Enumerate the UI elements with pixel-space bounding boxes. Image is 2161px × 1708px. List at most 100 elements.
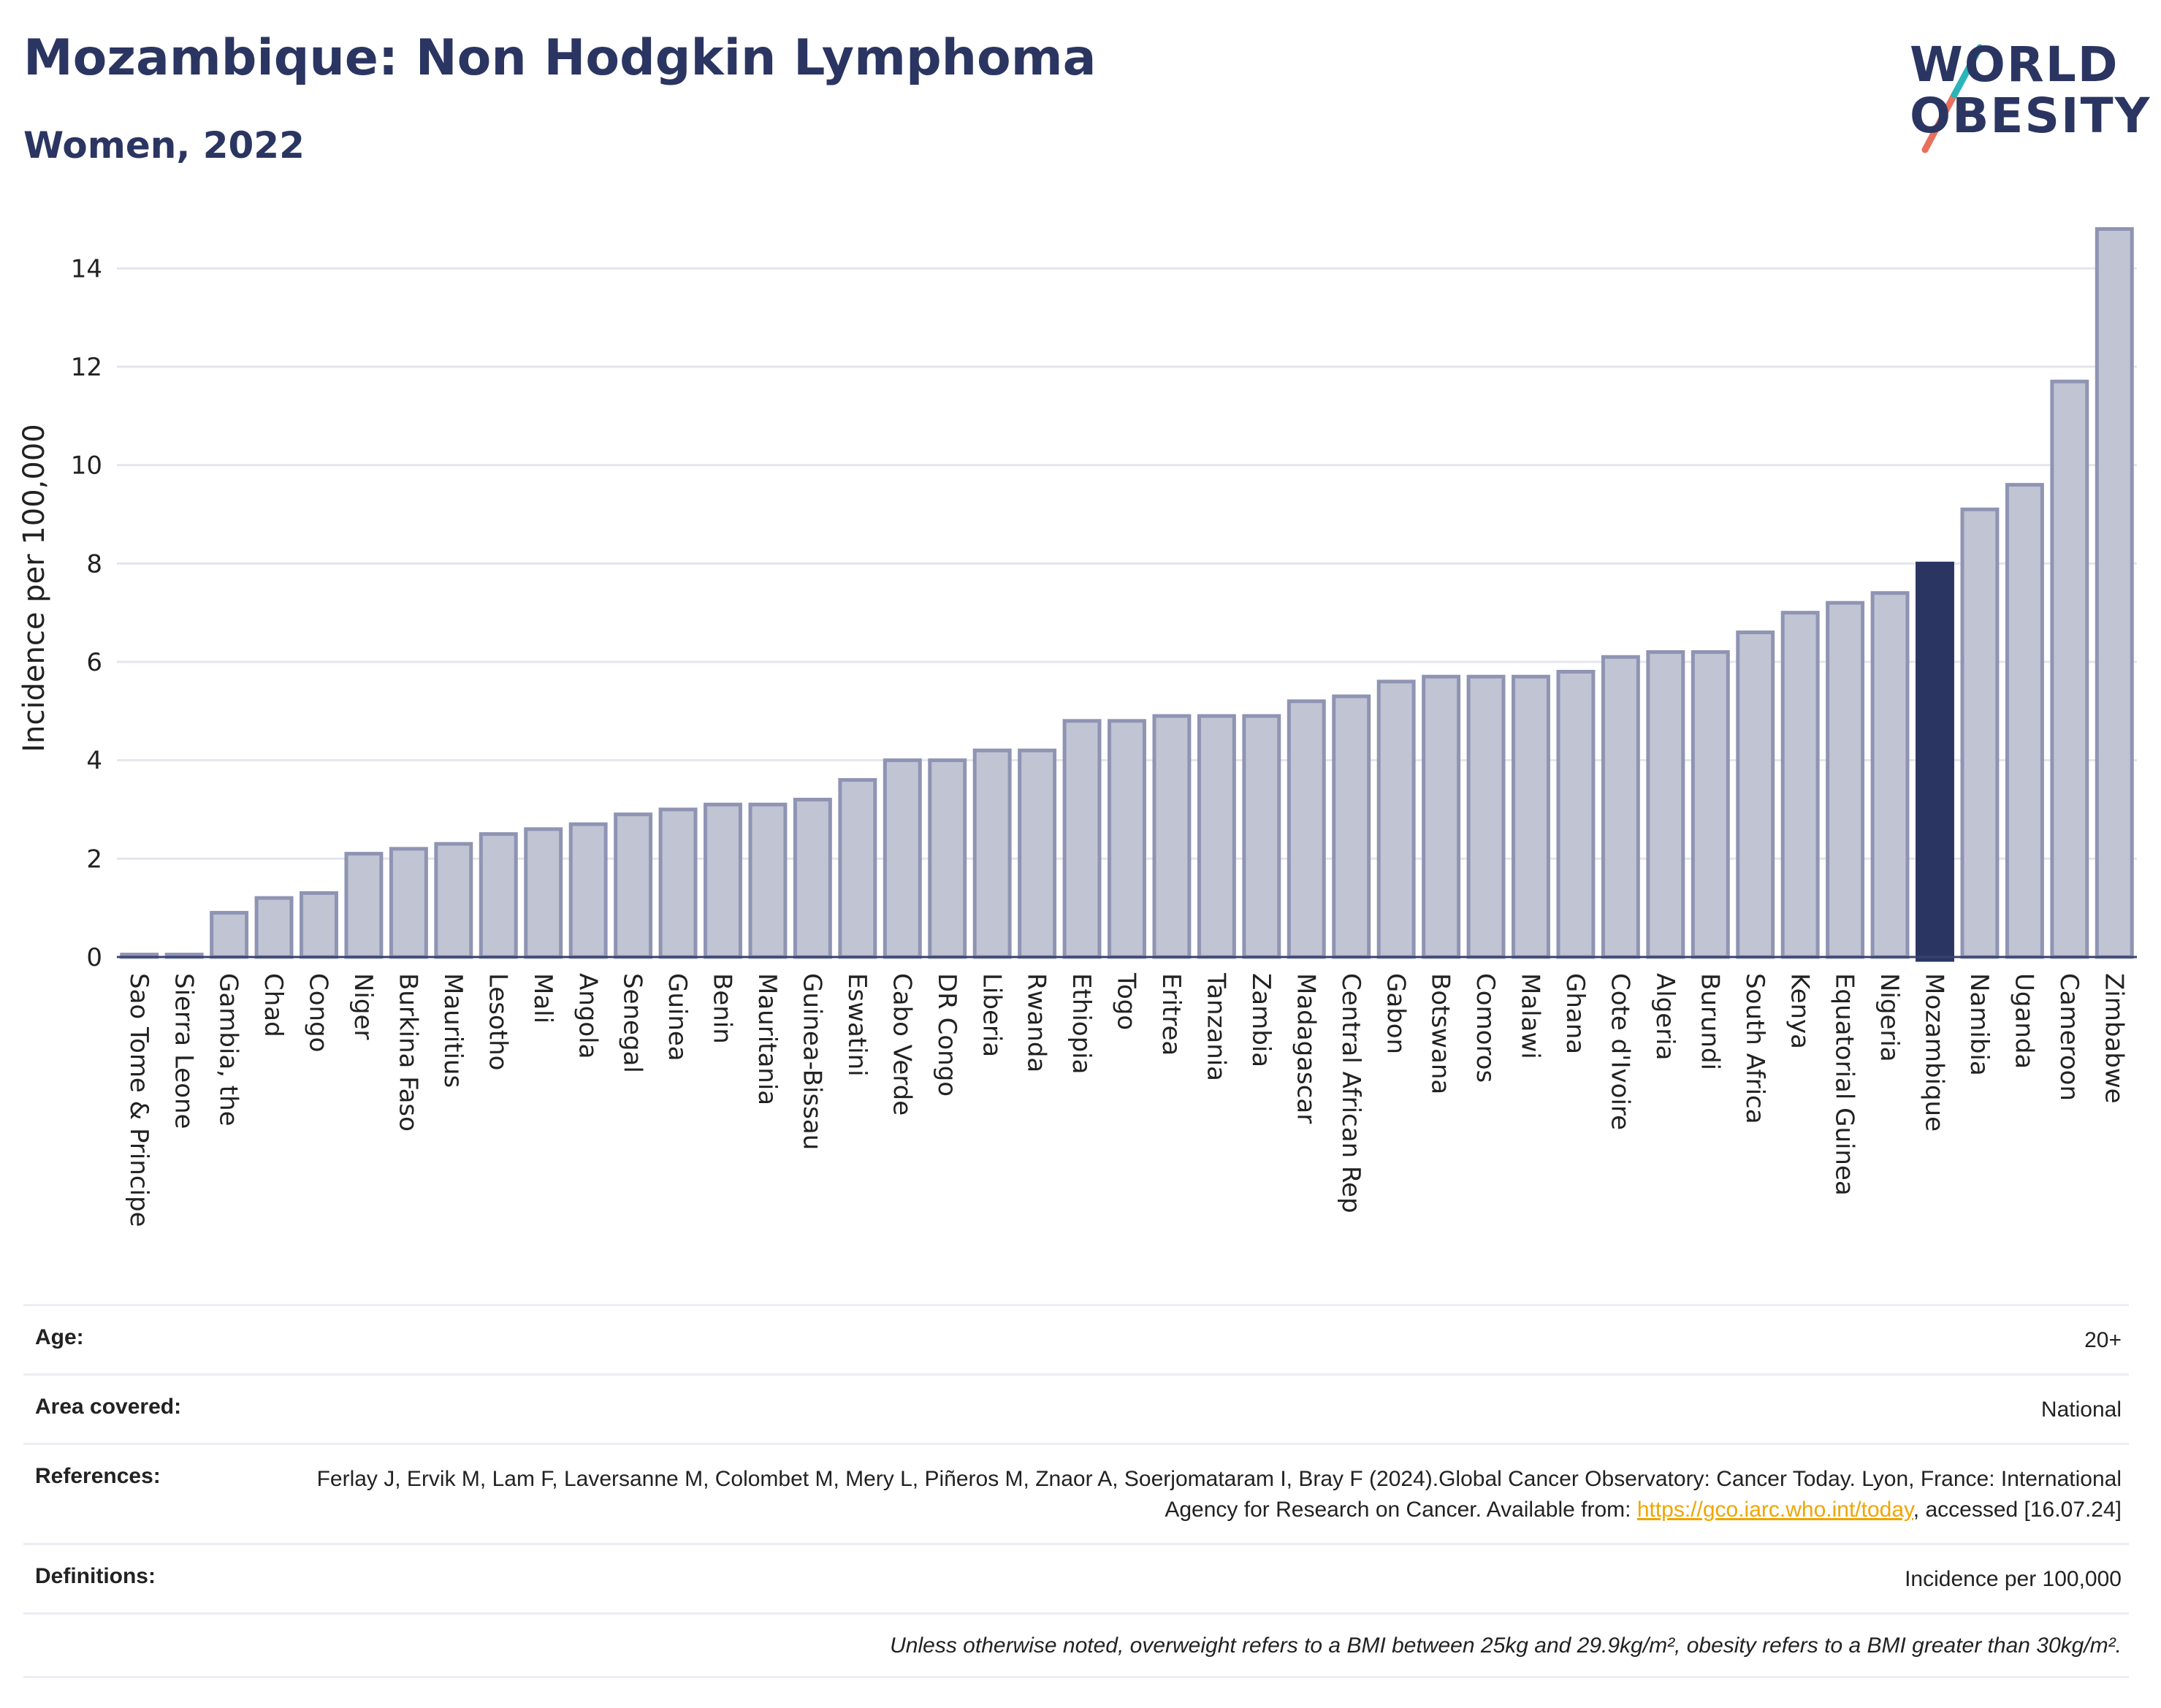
- bar-gambia-the: [210, 910, 249, 959]
- bar-lesotho: [479, 832, 518, 959]
- info-row-area: Area covered: National: [23, 1373, 2129, 1443]
- bar-mali: [524, 827, 563, 959]
- bar-namibia: [1960, 507, 2000, 959]
- age-label: Age:: [35, 1325, 84, 1349]
- x-tick-label: Mauritania: [752, 973, 782, 1105]
- logo-text-obesity: OBESITY: [1910, 88, 2152, 144]
- bar-guinea-bissau: [793, 798, 832, 959]
- bar-malawi: [1512, 674, 1550, 959]
- info-row-age: Age: 20+: [23, 1304, 2129, 1373]
- bar-uganda: [2005, 483, 2044, 959]
- y-tick-label: 8: [86, 549, 102, 579]
- bar-algeria: [1646, 650, 1685, 959]
- x-tick-label: Tanzania: [1201, 972, 1230, 1081]
- x-tick-label: Eritrea: [1156, 973, 1186, 1056]
- references-label: References:: [35, 1464, 161, 1488]
- x-tick-label: Lesotho: [483, 973, 512, 1070]
- chart-subtitle: Women, 2022: [23, 124, 305, 167]
- bar-botswana: [1422, 674, 1461, 959]
- bar-niger: [344, 852, 384, 959]
- x-tick-label: Nigeria: [1875, 973, 1904, 1062]
- bar-equatorial-guinea: [1826, 601, 1865, 959]
- chart-title: Mozambique: Non Hodgkin Lymphoma: [23, 29, 1097, 87]
- x-tick-label: Congo: [304, 973, 333, 1052]
- x-tick-label: Cameroon: [2054, 973, 2084, 1101]
- y-tick-labels: 0 2 4 6 8 10 12 14: [71, 254, 102, 972]
- world-obesity-logo: WORLD OBESITY: [1899, 29, 2152, 161]
- y-tick-label: 2: [86, 845, 102, 874]
- x-tick-label: Eswatini: [842, 973, 872, 1077]
- x-tick-label: Ghana: [1560, 973, 1590, 1054]
- x-tick-labels: Sao Tome & Principe Sierra Leone Gambia, t…: [124, 972, 2129, 1227]
- x-tick-label: Algeria: [1650, 973, 1680, 1060]
- x-tick-label: Burkina Faso: [393, 973, 422, 1132]
- bar-angola: [568, 822, 608, 959]
- x-tick-label: Uganda: [2009, 973, 2038, 1069]
- bar-congo: [300, 891, 338, 959]
- x-tick-label: Gabon: [1381, 973, 1410, 1054]
- x-tick-label: Sao Tome & Principe: [124, 973, 153, 1227]
- bar-burundi: [1691, 650, 1730, 959]
- bar-madagascar: [1287, 699, 1326, 959]
- logo-text-world: WORLD: [1910, 37, 2119, 93]
- x-tick-label: Benin: [708, 973, 737, 1044]
- x-tick-label: Niger: [348, 973, 378, 1040]
- x-tick-label: Mozambique: [1920, 973, 1949, 1132]
- x-tick-label: Mauritius: [438, 973, 468, 1088]
- age-value: 20+: [2084, 1328, 2122, 1352]
- bar-ghana: [1556, 669, 1596, 959]
- bar-cabo-verde: [883, 758, 922, 959]
- x-tick-label: Rwanda: [1022, 973, 1051, 1072]
- x-tick-label: Guinea-Bissau: [797, 973, 826, 1150]
- bar-zambia: [1242, 714, 1281, 959]
- bar-tanzania: [1197, 714, 1236, 959]
- y-tick-label: 10: [71, 451, 102, 481]
- y-tick-label: 12: [71, 353, 102, 382]
- x-tick-label: Mali: [528, 973, 557, 1023]
- bar-senegal: [614, 812, 653, 959]
- info-row-references: References: Ferlay J, Ervik M, Lam F, La…: [23, 1443, 2129, 1543]
- area-label: Area covered:: [35, 1395, 182, 1419]
- x-tick-label: Cote d'Ivoire: [1605, 973, 1634, 1130]
- x-tick-label: Comoros: [1471, 973, 1500, 1083]
- references-text: Ferlay J, Ervik M, Lam F, Laversanne M, …: [316, 1467, 2122, 1522]
- bar-south-africa: [1736, 630, 1775, 959]
- x-tick-label: Zambia: [1246, 973, 1276, 1067]
- bar-nigeria: [1870, 591, 1910, 959]
- bar-rwanda: [1018, 748, 1057, 959]
- x-tick-label: Sierra Leone: [169, 973, 198, 1129]
- area-value: National: [2040, 1398, 2122, 1422]
- x-tick-label: Kenya: [1785, 973, 1814, 1049]
- x-tick-label: Central African Rep: [1336, 973, 1365, 1213]
- x-tick-label: Madagascar: [1291, 973, 1320, 1124]
- info-table: Age: 20+ Area covered: National Referenc…: [23, 1304, 2129, 1678]
- bar-dr-congo: [928, 758, 967, 959]
- x-tick-label: Chad: [259, 973, 288, 1037]
- bar-eswatini: [838, 778, 877, 959]
- y-axis-label: Incidence per 100,000: [18, 424, 51, 752]
- x-tick-label: Burundi: [1695, 973, 1724, 1070]
- bar-burkina-faso: [389, 847, 428, 959]
- x-tick-label: Namibia: [1964, 973, 1994, 1076]
- bars: [117, 226, 2137, 962]
- bar-eritrea: [1152, 714, 1192, 959]
- y-tick-label: 6: [86, 648, 102, 677]
- bar-cote-d-ivoire: [1601, 655, 1640, 959]
- y-tick-label: 4: [86, 747, 102, 776]
- info-row-definitions: Definitions: Incidence per 100,000: [23, 1543, 2129, 1612]
- bar-zimbabwe: [2095, 226, 2134, 959]
- references-link[interactable]: https://gco.iarc.who.int/today: [1636, 1498, 1913, 1522]
- logo-slash-icon: [1921, 44, 1983, 153]
- references-value: Ferlay J, Ervik M, Lam F, Laversanne M, …: [251, 1464, 2122, 1525]
- bar-mozambique: [1916, 561, 1954, 962]
- x-tick-label: Liberia: [977, 973, 1006, 1057]
- bmi-note: Unless otherwise noted, overweight refer…: [890, 1633, 2122, 1658]
- x-tick-label: Guinea: [663, 973, 692, 1061]
- bar-togo: [1108, 719, 1146, 959]
- x-tick-label: Cabo Verde: [887, 973, 916, 1116]
- x-tick-label: Gambia, the: [214, 973, 243, 1126]
- x-tick-label: Equatorial Guinea: [1830, 973, 1859, 1196]
- bar-ethiopia: [1062, 719, 1102, 959]
- x-tick-label: Zimbabwe: [2099, 973, 2128, 1104]
- x-tick-label: Malawi: [1516, 973, 1545, 1059]
